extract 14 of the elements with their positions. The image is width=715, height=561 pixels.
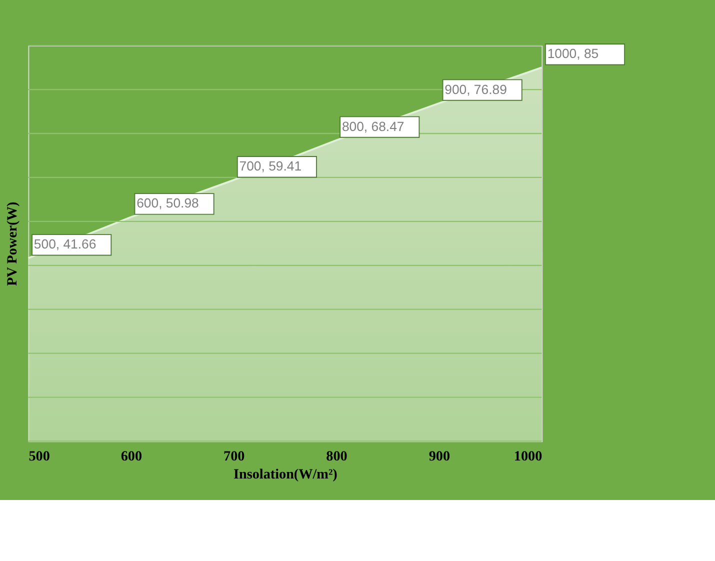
data-label: 1000, 85 <box>547 46 599 62</box>
x-tick-label: 1000 <box>514 448 542 465</box>
x-tick-label: 800 <box>326 448 348 465</box>
data-label: 600, 50.98 <box>136 196 199 211</box>
data-label: 700, 59.41 <box>239 158 302 174</box>
x-tick-label: 500 <box>28 448 50 465</box>
y-axis-title: PV Power(W) <box>4 202 20 286</box>
data-label: 500, 41.66 <box>34 236 96 252</box>
data-label: 800, 68.47 <box>342 118 404 134</box>
x-tick-label: 600 <box>120 448 142 465</box>
x-tick-label: 900 <box>428 448 450 465</box>
data-label: 900, 76.89 <box>444 82 507 97</box>
x-tick-label: 700 <box>224 448 245 465</box>
x-axis-title: Insolation(W/m²) <box>233 466 338 482</box>
